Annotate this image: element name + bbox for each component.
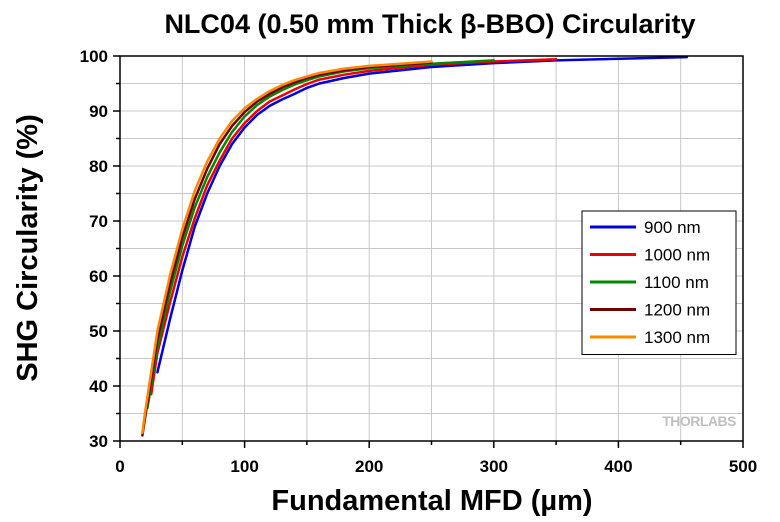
y-tick-label: 30 [89, 432, 108, 451]
x-tick-label: 500 [729, 457, 757, 476]
legend: 900 nm 1000 nm 1100 nm 1200 nm 1300 nm [581, 210, 737, 355]
legend-label: 1000 nm [644, 246, 710, 265]
series-line-900-nm [156, 55, 689, 374]
thorlabs-watermark: THORLABS [662, 413, 736, 429]
y-tick-label: 100 [80, 47, 108, 66]
series-line-1200-nm [141, 61, 433, 437]
x-tick-label: 200 [355, 457, 383, 476]
axis-ticks [113, 55, 744, 448]
legend-label: 1300 nm [644, 328, 710, 347]
legend-label: 1200 nm [644, 301, 710, 320]
legend-label: 1100 nm [644, 273, 709, 292]
series-lines [141, 55, 689, 437]
series-line-1300-nm [141, 60, 433, 435]
series-line-1100-nm [146, 59, 496, 410]
x-axis-title: Fundamental MFD (µm) [271, 485, 592, 517]
x-tick-label: 300 [480, 457, 508, 476]
x-tick-label: 0 [115, 457, 124, 476]
chart-title: NLC04 (0.50 mm Thick β-BBO) Circularity [164, 9, 695, 39]
y-tick-label: 60 [89, 267, 108, 286]
x-tick-label: 400 [604, 457, 632, 476]
y-tick-label: 40 [89, 377, 108, 396]
y-tick-label: 50 [89, 322, 108, 341]
y-tick-label: 90 [89, 102, 108, 121]
series-line-1000-nm [149, 58, 558, 396]
y-axis-title: SHG Circularity (%) [12, 114, 44, 382]
x-tick-label: 100 [230, 457, 258, 476]
y-tick-label: 80 [89, 157, 108, 176]
tick-labels: 0 100 200 300 400 500 30 40 50 60 70 80 90 100 [80, 47, 758, 476]
y-tick-label: 70 [89, 212, 108, 231]
legend-label: 900 nm [644, 218, 701, 237]
